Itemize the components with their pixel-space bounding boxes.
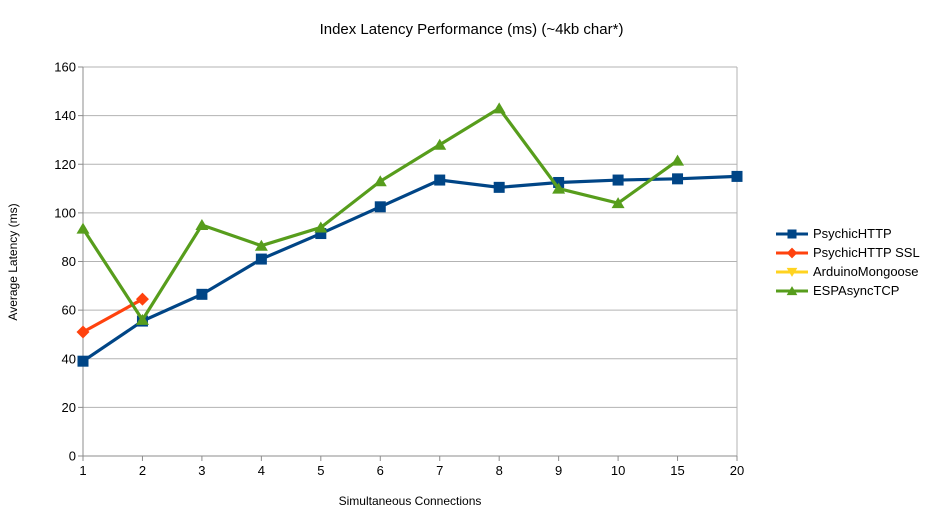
marker-triangle-up-espasynctcp	[314, 221, 328, 233]
marker-triangle-up-espasynctcp	[433, 138, 447, 150]
y-tick-label: 140	[54, 108, 76, 123]
x-tick-label: 5	[317, 463, 324, 478]
legend-label: PsychicHTTP SSL	[813, 245, 920, 260]
y-tick-label: 120	[54, 157, 76, 172]
legend-label: PsychicHTTP	[813, 226, 892, 241]
marker-square-psychichttp	[672, 173, 684, 185]
marker-square-psychichttp	[77, 355, 89, 367]
legend-triangle-up-marker-icon	[776, 284, 808, 298]
y-tick-label: 100	[54, 205, 76, 220]
marker-triangle-up-espasynctcp	[76, 222, 90, 234]
x-tick-label: 15	[670, 463, 684, 478]
marker-triangle-up-espasynctcp	[373, 175, 387, 187]
x-tick-label: 20	[730, 463, 744, 478]
x-tick-label: 10	[611, 463, 625, 478]
marker-triangle-up-espasynctcp	[254, 239, 268, 251]
x-tick-label: 3	[198, 463, 205, 478]
x-tick-label: 8	[496, 463, 503, 478]
x-tick-label: 4	[258, 463, 265, 478]
marker-square-psychichttp	[196, 288, 208, 300]
marker-triangle-up-espasynctcp	[552, 182, 566, 194]
y-tick-label: 40	[62, 351, 76, 366]
y-tick-label: 0	[69, 449, 76, 464]
chart-title: Index Latency Performance (ms) (~4kb cha…	[319, 21, 624, 38]
marker-square-psychichttp	[612, 174, 624, 186]
y-tick-label: 60	[62, 303, 76, 318]
x-tick-label: 9	[555, 463, 562, 478]
legend-label: ESPAsyncTCP	[813, 283, 900, 298]
marker-triangle-up-espasynctcp	[671, 154, 685, 166]
y-tick-label: 80	[62, 254, 76, 269]
marker-square-psychichttp	[374, 201, 386, 213]
legend-marker-shape	[787, 228, 797, 239]
x-tick-label: 2	[139, 463, 146, 478]
legend-triangle-down-marker-icon	[776, 265, 808, 279]
marker-square-psychichttp	[434, 174, 446, 186]
marker-diamond-psychichttp-ssl	[135, 292, 149, 306]
legend-marker-shape	[786, 267, 798, 277]
x-tick-label: 1	[79, 463, 86, 478]
marker-square-psychichttp	[255, 253, 267, 265]
marker-triangle-up-espasynctcp	[492, 102, 506, 114]
legend-item-arduinomongoose: ArduinoMongoose	[776, 264, 920, 279]
series-line-espasynctcp	[81, 106, 679, 323]
legend-item-espasynctcp: ESPAsyncTCP	[776, 283, 920, 298]
marker-triangle-up-espasynctcp	[195, 219, 209, 231]
x-tick-label: 6	[377, 463, 384, 478]
marker-square-psychichttp	[553, 176, 565, 188]
marker-triangle-up-espasynctcp	[135, 313, 149, 325]
legend-diamond-marker-icon	[776, 246, 808, 260]
legend: PsychicHTTP PsychicHTTP SSL ArduinoMongoos…	[776, 224, 920, 300]
y-tick-label: 20	[62, 400, 76, 415]
legend-square-marker-icon	[776, 227, 808, 241]
legend-item-psychichttp-ssl: PsychicHTTP SSL	[776, 245, 920, 260]
x-axis-title: Simultaneous Connections	[338, 494, 482, 508]
legend-label: ArduinoMongoose	[813, 264, 919, 279]
legend-marker-shape	[786, 247, 798, 258]
marker-diamond-psychichttp-ssl	[76, 325, 90, 339]
y-tick-label: 160	[54, 60, 76, 75]
marker-square-psychichttp	[315, 228, 327, 240]
x-tick-label: 7	[436, 463, 443, 478]
legend-marker-shape	[786, 285, 798, 295]
marker-square-psychichttp	[493, 181, 505, 193]
series-line-psychichttp	[82, 174, 738, 363]
marker-triangle-up-espasynctcp	[611, 197, 625, 209]
legend-item-psychichttp: PsychicHTTP	[776, 226, 920, 241]
marker-square-psychichttp	[731, 170, 743, 182]
